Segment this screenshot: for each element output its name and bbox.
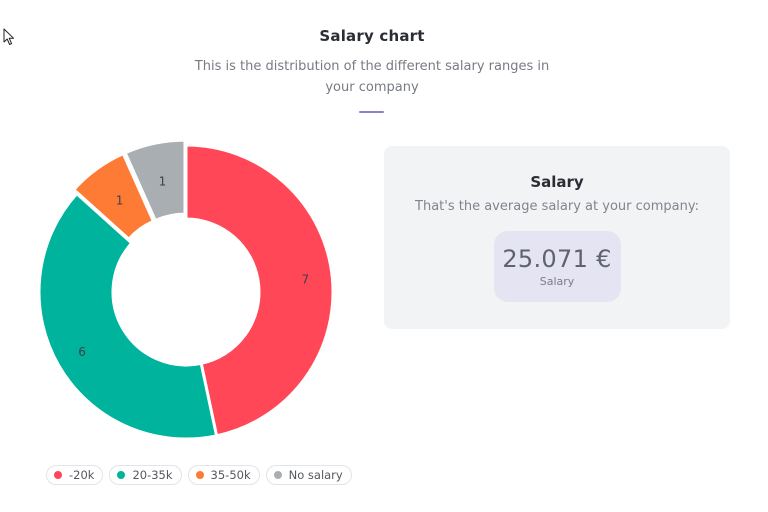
donut-chart-svg: 7 6 1 1 [37,138,335,441]
legend-label: 35-50k [210,468,251,482]
slice-20-35k[interactable]: 6 [37,192,219,441]
legend-label: No salary [288,468,343,482]
average-salary-label: Salary [539,275,575,288]
donut-slice[interactable] [184,143,335,438]
salary-card-title: Salary [530,173,584,191]
slice--20k[interactable]: 7 [184,143,335,438]
legend-label: 20-35k [132,468,173,482]
chart-legend: -20k 20-35k 35-50k No salary [46,465,352,487]
slice-value-label: 7 [302,272,310,286]
average-salary-value: 25.071 € [502,245,612,273]
salary-card: Salary That's the average salary at your… [384,146,730,329]
legend-color-dot [195,471,204,479]
legend-item[interactable]: -20k [46,465,104,485]
donut-slice[interactable] [123,138,187,222]
legend-label: -20k [69,468,95,482]
page-subtitle: This is the distribution of the differen… [194,59,550,95]
donut-slice[interactable] [37,192,219,441]
title-divider [359,111,384,113]
legend-item[interactable]: 20-35k [109,465,182,485]
legend-color-dot [273,471,282,479]
legend-item[interactable]: 35-50k [187,465,260,485]
slice-value-label: 1 [159,174,167,188]
slice-value-label: 1 [116,194,124,208]
slice-35-50k[interactable]: 1 [72,152,155,241]
legend-color-dot [54,471,62,479]
mouse-cursor-icon [3,28,14,45]
legend-item[interactable]: No salary [265,465,352,485]
page-title: Salary chart [319,27,425,45]
salary-card-subtitle: That's the average salary at your compan… [415,199,699,214]
legend-color-dot [117,471,126,479]
average-salary-box: 25.071 € Salary [493,231,621,302]
slice-value-label: 6 [78,345,86,359]
donut-chart: 7 6 1 1 [30,136,342,448]
chart-header: Salary chart This is the distribution of… [184,26,560,98]
donut-slice[interactable] [72,152,155,241]
slice-No salary[interactable]: 1 [123,138,187,222]
